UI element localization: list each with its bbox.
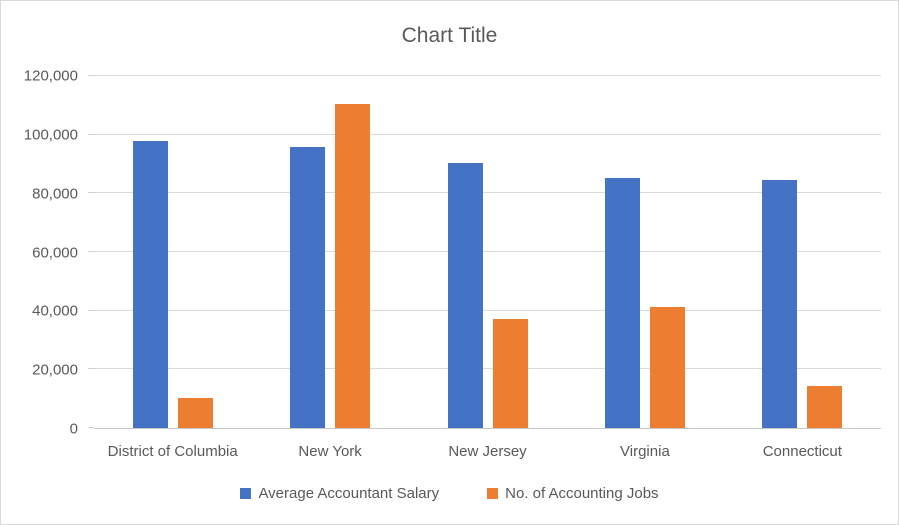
y-tick-label: 40,000: [32, 302, 78, 320]
x-tick-label: Virginia: [620, 443, 670, 460]
x-tick-label: Connecticut: [762, 443, 842, 460]
y-tick-label: 20,000: [32, 361, 78, 379]
bars-layer: [94, 76, 881, 428]
legend-item: No. of Accounting Jobs: [487, 485, 659, 502]
y-tick-label: 100,000: [23, 126, 78, 144]
bar-group: [251, 76, 408, 428]
bar: [290, 146, 326, 428]
chart-title: Chart Title: [401, 24, 498, 47]
bar: [604, 177, 640, 428]
y-tick-mark: [88, 192, 94, 194]
gridline: [94, 309, 881, 311]
gridline: [94, 75, 881, 76]
x-axis-labels: District of Columbia New York New Jersey Vi…: [94, 443, 881, 460]
legend-item: Average Accountant Salary: [240, 485, 439, 502]
bar-group: [409, 76, 566, 428]
y-tick-mark: [88, 75, 94, 76]
x-tick-label: New York: [298, 443, 362, 460]
legend: Average Accountant Salary No. of Accounti…: [1, 485, 898, 502]
bar: [335, 103, 371, 428]
gridline: [94, 368, 881, 370]
bar: [447, 163, 483, 428]
bar: [492, 318, 528, 428]
bar-group: [566, 76, 723, 428]
bar-group: [94, 76, 251, 428]
y-tick-label: 120,000: [23, 67, 78, 85]
y-tick-mark: [88, 309, 94, 311]
plot-area: [88, 75, 881, 429]
y-tick-mark: [88, 251, 94, 252]
bar: [762, 179, 798, 428]
x-tick-label: New Jersey: [448, 443, 527, 460]
gridline: [94, 192, 881, 194]
y-tick-mark: [88, 133, 94, 135]
bar: [132, 140, 168, 428]
y-tick-label: 0: [69, 420, 78, 438]
legend-label: Average Accountant Salary: [258, 485, 440, 502]
legend-swatch-icon: [487, 488, 499, 499]
x-tick-label: District of Columbia: [107, 443, 238, 460]
y-tick-label: 80,000: [32, 185, 78, 203]
y-tick-label: 60,000: [32, 244, 78, 261]
legend-label: No. of Accounting Jobs: [505, 485, 659, 502]
gridline: [94, 133, 881, 135]
gridline: [94, 251, 881, 252]
y-axis-labels: 0 20,000 40,000 60,000 80,000 100,000 120,000: [1, 68, 86, 438]
y-tick-mark: [88, 368, 94, 370]
bar-group: [724, 76, 881, 428]
bar: [649, 307, 685, 428]
legend-swatch-icon: [240, 488, 252, 499]
y-tick-mark: [88, 427, 94, 428]
bar: [177, 397, 213, 428]
bar: [807, 385, 843, 428]
